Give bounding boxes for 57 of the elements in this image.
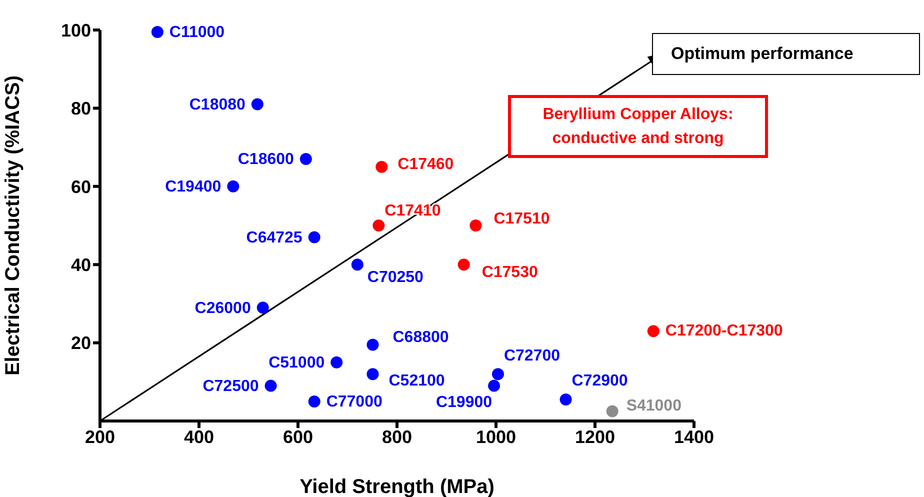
series-label: C26000 [194, 300, 251, 317]
point [256, 302, 269, 314]
point [227, 180, 240, 192]
point [372, 220, 385, 232]
point [151, 26, 164, 38]
x-tick-label: 1000 [476, 426, 516, 447]
series-label: C64725 [246, 229, 302, 246]
note-box: Beryllium Copper Alloys: conductive and strong [508, 95, 768, 158]
series-label: C72900 [572, 372, 628, 390]
point [308, 231, 320, 244]
series-label: C17510 [494, 210, 550, 228]
x-tick-label: 800 [382, 426, 412, 447]
point [376, 160, 388, 173]
point [606, 405, 618, 418]
point [366, 338, 379, 351]
series-label: C11000 [169, 24, 225, 42]
series-label: C17530 [482, 264, 538, 281]
point [492, 368, 504, 380]
point [330, 356, 343, 368]
series-label: C72700 [504, 347, 560, 364]
point [264, 380, 277, 392]
point [308, 395, 320, 408]
x-tick-label: 1200 [574, 426, 616, 447]
series-label: C18600 [238, 151, 294, 168]
series-label: C68800 [392, 328, 449, 346]
series-label: C19400 [165, 178, 222, 196]
series-label: C17460 [398, 156, 454, 174]
point [351, 258, 364, 271]
series-label: C52100 [388, 372, 445, 390]
series-label: C19900 [436, 394, 492, 412]
point [470, 220, 482, 232]
x-tick-label: 200 [84, 426, 116, 447]
series-label: C51000 [268, 354, 325, 372]
x-tick-label: 1400 [674, 426, 714, 447]
y-tick-label: 100 [60, 20, 91, 40]
point [251, 98, 264, 110]
point [458, 258, 470, 271]
point [366, 368, 379, 380]
x-tick-label: 600 [282, 426, 314, 447]
note-box: Optimum performance [652, 33, 920, 75]
y-tick-label: 40 [70, 254, 91, 275]
x-tick-label: 400 [184, 426, 214, 447]
series-label: C70250 [367, 268, 424, 286]
series-label: C77000 [326, 394, 382, 411]
series-label: S41000 [626, 397, 682, 414]
series-label: C18080 [189, 96, 246, 114]
series-label: C72500 [202, 378, 259, 396]
series-label: C17200-C17300 [665, 322, 783, 340]
point [560, 393, 572, 406]
y-tick-label: 20 [70, 333, 91, 354]
y-axis-title: Electrical Conductivity (%IACS) [2, 75, 24, 376]
y-tick-label: 60 [70, 176, 91, 197]
point [488, 380, 500, 392]
point [300, 153, 312, 166]
y-tick-label: 80 [70, 98, 91, 119]
point [647, 325, 660, 338]
x-axis-title: Yield Strength (MPa) [300, 476, 494, 497]
